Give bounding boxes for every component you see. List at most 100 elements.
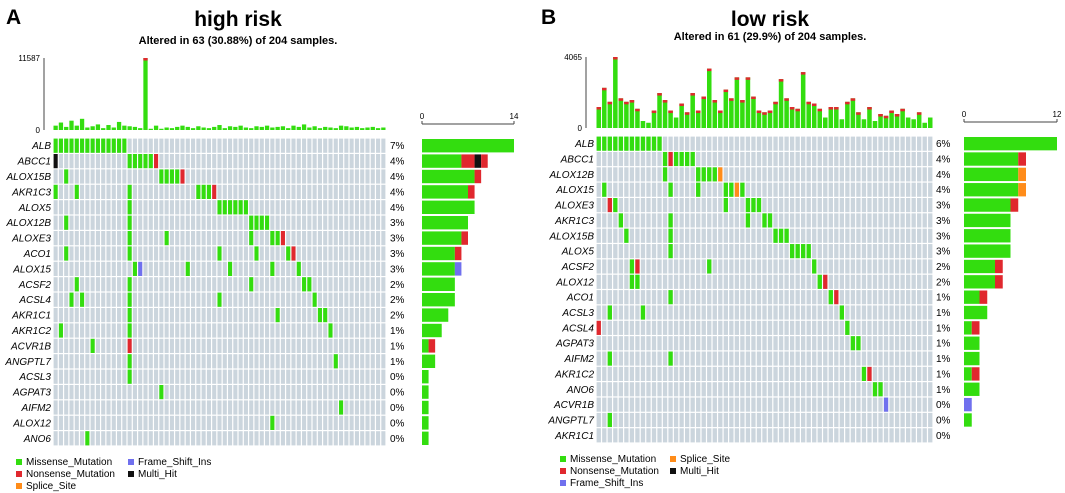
grid-cell (312, 200, 317, 215)
grid-cell (806, 366, 811, 381)
grid-cell (812, 274, 817, 289)
mutation-cell (90, 338, 95, 353)
grid-cell (344, 261, 349, 276)
grid-cell (222, 369, 227, 384)
grid-cell (122, 215, 127, 230)
grid-cell (618, 351, 624, 366)
grid-cell (101, 277, 106, 292)
panel-a-subtitle: Altered in 63 (30.88%) of 204 samples. (139, 35, 338, 47)
grid-cell (323, 154, 328, 169)
grid-cell (302, 369, 307, 384)
grid-cell (889, 366, 894, 381)
grid-cell (169, 154, 174, 169)
tmb-bar (143, 58, 148, 130)
grid-cell (58, 338, 63, 353)
grid-cell (206, 338, 211, 353)
grid-cell (212, 431, 217, 446)
grid-cell (856, 351, 861, 366)
mutation-cell (259, 215, 264, 230)
mutation-cell (651, 136, 657, 151)
grid-cell (196, 338, 201, 353)
grid-cell (238, 415, 243, 430)
grid-cell (270, 323, 275, 338)
grid-cell (312, 323, 317, 338)
grid-cell (917, 428, 922, 443)
grid-cell (718, 259, 723, 274)
grid-cell (861, 412, 867, 428)
grid-cell (196, 415, 201, 430)
grid-cell (328, 415, 333, 430)
grid-cell (872, 228, 878, 243)
mutation-cell (217, 200, 222, 215)
grid-cell (201, 154, 206, 169)
mutation-cell (212, 184, 217, 199)
grid-cell (911, 290, 916, 305)
grid-cell (602, 259, 607, 274)
grid-cell (662, 259, 668, 274)
grid-cell (228, 308, 233, 323)
grid-cell (657, 182, 662, 197)
grid-cell (745, 382, 751, 397)
grid-cell (596, 428, 601, 443)
grid-cell (867, 213, 872, 228)
grid-cell (228, 169, 233, 184)
grid-cell (222, 261, 227, 276)
grid-cell (317, 231, 322, 246)
grid-cell (613, 244, 618, 259)
grid-cell (117, 323, 122, 338)
grid-cell (365, 231, 370, 246)
grid-cell (270, 338, 275, 353)
legend-swatch (670, 456, 676, 462)
grid-cell (789, 366, 795, 381)
grid-cell (635, 167, 640, 182)
grid-cell (217, 431, 222, 446)
grid-cell (381, 215, 386, 230)
grid-cell (629, 336, 635, 351)
grid-cell (690, 228, 695, 243)
tmb-bar (85, 127, 90, 130)
grid-cell (222, 138, 227, 153)
grid-cell (217, 415, 222, 430)
gene-label: ALOX15 (555, 185, 594, 196)
grid-cell (233, 169, 238, 184)
grid-cell (53, 261, 58, 276)
grid-cell (839, 198, 845, 213)
grid-cell (673, 290, 679, 305)
grid-cell (707, 320, 712, 335)
grid-cell (817, 397, 822, 412)
mutation-cell (127, 292, 132, 307)
gene-percent: 0% (390, 372, 405, 383)
grid-cell (159, 354, 164, 369)
grid-cell (740, 382, 745, 397)
grid-cell (365, 215, 370, 230)
grid-cell (280, 292, 285, 307)
grid-cell (806, 274, 811, 289)
grid-cell (117, 354, 122, 369)
grid-cell (712, 274, 717, 289)
grid-cell (259, 231, 264, 246)
grid-cell (328, 138, 333, 153)
grid-cell (101, 323, 106, 338)
grid-cell (196, 169, 201, 184)
grid-cell (85, 231, 90, 246)
grid-cell (684, 366, 690, 381)
grid-cell (349, 169, 354, 184)
grid-cell (339, 354, 344, 369)
grid-cell (823, 412, 828, 428)
grid-cell (265, 354, 270, 369)
grid-cell (127, 400, 132, 415)
grid-cell (90, 400, 95, 415)
grid-cell (856, 274, 861, 289)
grid-cell (922, 290, 927, 305)
grid-cell (684, 274, 690, 289)
grid-cell (291, 369, 296, 384)
grid-cell (762, 382, 767, 397)
grid-cell (657, 167, 662, 182)
grid-cell (233, 338, 238, 353)
grid-cell (370, 169, 375, 184)
mutation-cell (339, 400, 344, 415)
grid-cell (651, 213, 657, 228)
grid-cell (138, 400, 143, 415)
grid-cell (69, 338, 74, 353)
grid-cell (905, 274, 911, 289)
